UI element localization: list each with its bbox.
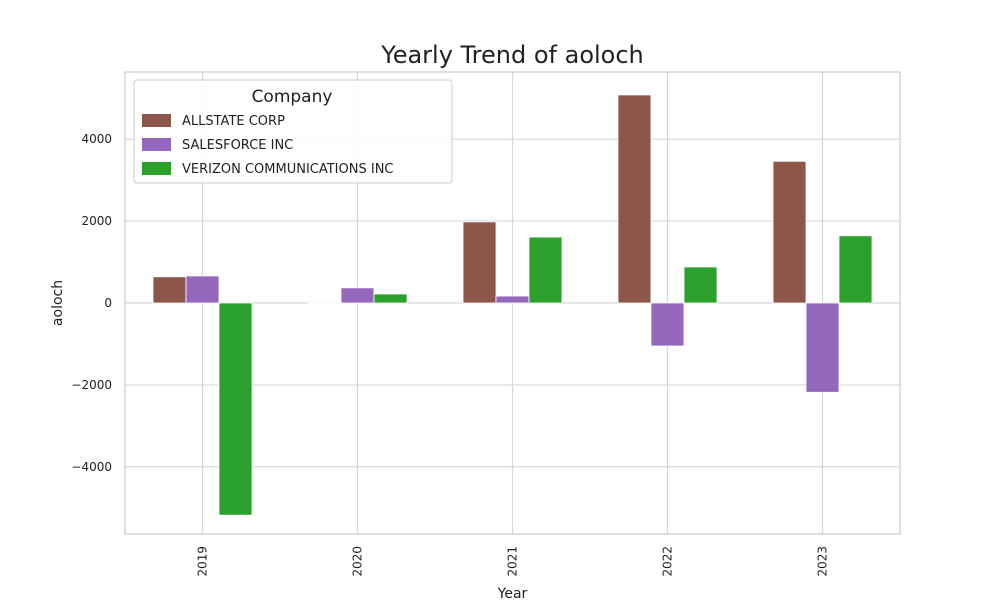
legend-swatch bbox=[142, 138, 171, 151]
y-tick-label: −2000 bbox=[71, 378, 112, 392]
y-tick-label: 4000 bbox=[81, 132, 112, 146]
bar-2020-series-1 bbox=[340, 287, 375, 304]
legend-label: SALESFORCE INC bbox=[182, 138, 293, 153]
x-tick-label: 2022 bbox=[661, 546, 675, 577]
bar-2019-series-2 bbox=[218, 302, 253, 516]
bar-2019-series-0 bbox=[152, 276, 187, 304]
legend-label: VERIZON COMMUNICATIONS INC bbox=[182, 162, 394, 177]
legend: Company ALLSTATE CORP SALESFORCE INC VERIZ… bbox=[133, 79, 453, 184]
x-tick-label: 2023 bbox=[816, 546, 830, 577]
bar-2023-series-2 bbox=[838, 235, 873, 304]
x-axis-label: Year bbox=[497, 586, 528, 600]
bar-2022-series-2 bbox=[683, 266, 718, 304]
y-tick-label: 0 bbox=[104, 296, 112, 310]
bar-2020-series-2 bbox=[373, 293, 408, 304]
bars bbox=[152, 94, 873, 516]
y-tick-label: −4000 bbox=[71, 460, 112, 474]
y-tick-label: 2000 bbox=[81, 214, 112, 228]
x-tick-label: 2019 bbox=[196, 546, 210, 577]
x-tick-label: 2021 bbox=[506, 546, 520, 577]
bar-2023-series-1 bbox=[805, 302, 840, 393]
x-tick-label: 2020 bbox=[351, 546, 365, 577]
bar-2019-series-1 bbox=[185, 275, 220, 304]
bar-2022-series-0 bbox=[617, 94, 652, 304]
legend-title: Company bbox=[252, 87, 333, 107]
legend-label: ALLSTATE CORP bbox=[182, 114, 285, 129]
bar-2023-series-0 bbox=[772, 160, 807, 304]
chart-title: Yearly Trend of aoloch bbox=[380, 41, 644, 69]
bar-2021-series-0 bbox=[462, 221, 497, 304]
y-axis-label: aoloch bbox=[50, 280, 66, 326]
legend-swatch bbox=[142, 114, 171, 127]
legend-items: ALLSTATE CORP SALESFORCE INC VERIZON COMMU… bbox=[142, 114, 394, 177]
bar-2021-series-1 bbox=[495, 295, 530, 304]
plot-frame bbox=[124, 71, 901, 535]
bar-2021-series-2 bbox=[528, 236, 563, 304]
bar-2022-series-1 bbox=[650, 302, 685, 347]
tick-labels: −4000 −2000 0 2000 4000 2019 2020 2021 2022 2023 bbox=[71, 132, 829, 576]
bar-2020-series-0 bbox=[307, 302, 342, 305]
legend-swatch bbox=[142, 162, 171, 175]
legend-box bbox=[133, 79, 453, 184]
